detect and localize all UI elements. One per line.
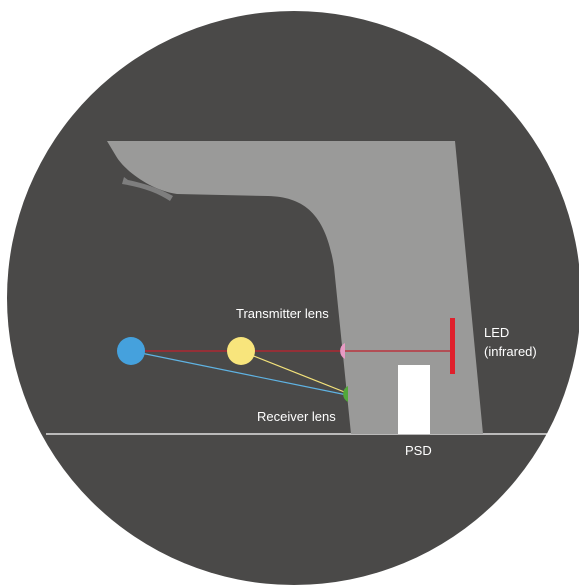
transmitter-lens — [340, 343, 345, 359]
led-emitter — [450, 318, 455, 374]
target-object-near — [227, 337, 255, 365]
led-label-line1: LED — [484, 325, 509, 340]
reflected-beam-far — [130, 350, 348, 396]
faucet-body — [107, 141, 483, 434]
transmitter-lens-label: Transmitter lens — [236, 306, 329, 321]
receiver-lens-label: Receiver lens — [257, 409, 336, 424]
psd-label: PSD — [405, 443, 432, 458]
target-object-far — [117, 337, 145, 365]
receiver-lens — [343, 386, 348, 402]
led-label-line2: (infrared) — [484, 344, 537, 359]
background-circle — [7, 11, 579, 585]
faucet-aerator — [122, 177, 173, 201]
reflected-beam-near — [240, 350, 348, 394]
psd-sensor — [398, 365, 430, 434]
